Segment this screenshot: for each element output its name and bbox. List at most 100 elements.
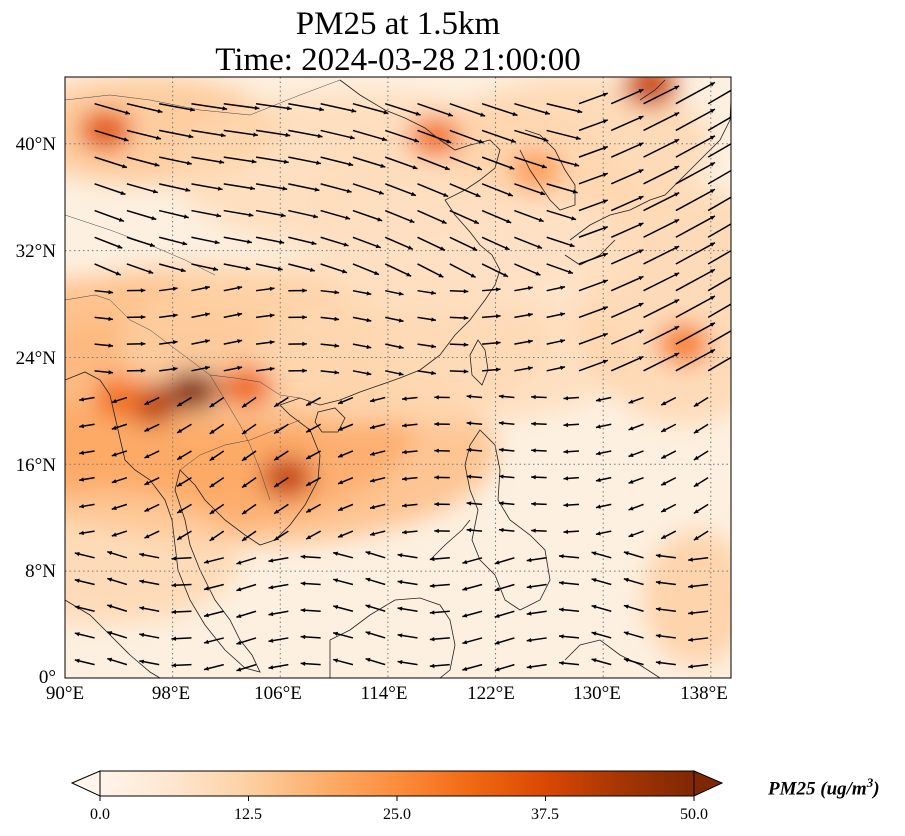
wind-vector-arrowhead [397, 660, 403, 665]
wind-vector-arrowhead [560, 339, 565, 344]
wind-vector-arrowhead [674, 272, 680, 277]
wind-vector-arrowhead [526, 611, 532, 616]
wind-vector-shaft [126, 129, 162, 140]
wind-vector-shaft [191, 129, 226, 137]
wind-vector-shaft [320, 209, 351, 220]
wind-vector-arrowhead [527, 366, 533, 371]
wind-vector-shaft [320, 236, 349, 247]
wind-vector-arrowhead [139, 659, 145, 664]
wind-vector-arrowhead [107, 577, 113, 582]
wind-vector-arrowhead [333, 551, 339, 556]
wind-vector-arrowhead [462, 640, 468, 645]
wind-vector-arrowhead [475, 192, 481, 197]
wind-vector-arrowhead [348, 162, 354, 167]
wind-vector-arrowhead [120, 190, 126, 195]
wind-vector-shaft [546, 263, 574, 275]
wind-vector-arrowhead [306, 481, 312, 486]
lon-tick-114e: 114°E [360, 683, 408, 704]
wind-vector-arrowhead [148, 269, 154, 274]
wind-vector-arrowhead [274, 402, 280, 407]
wind-vector-shaft [223, 209, 254, 217]
wind-vector-arrowhead [655, 660, 661, 665]
wind-vector-arrowhead [569, 242, 575, 248]
wind-vector-shaft [384, 183, 417, 197]
wind-vector-arrowhead [470, 273, 476, 278]
wind-vector-arrowhead [111, 532, 117, 537]
colorbar-tick-0: 0.0 [90, 806, 110, 823]
wind-vector-arrowhead [115, 271, 121, 276]
wind-vector-arrowhead [204, 586, 209, 591]
wind-vector-arrowhead [306, 454, 312, 459]
wind-vector-arrowhead [186, 160, 192, 166]
wind-vector-arrowhead [563, 476, 569, 481]
wind-vector-arrowhead [638, 329, 644, 334]
wind-vector-arrowhead [575, 135, 581, 141]
wind-vector-arrowhead [107, 604, 113, 609]
wind-vector-shaft [417, 103, 454, 117]
wind-vector-arrowhead [504, 245, 510, 250]
wind-vector-arrowhead [378, 190, 384, 195]
wind-vector-shaft [610, 195, 644, 212]
wind-vector-arrowhead [431, 344, 436, 349]
wind-vector-shaft [578, 332, 609, 345]
wind-vector-arrowhead [369, 451, 375, 456]
wind-vector-arrowhead [236, 640, 242, 645]
wind-vector-shaft [546, 183, 578, 194]
wind-vector-arrowhead [79, 530, 85, 536]
wind-vector-arrowhead [274, 536, 280, 541]
wind-vector-arrowhead [209, 536, 215, 541]
wind-vector-arrowhead [526, 557, 532, 563]
wind-vector-arrowhead [693, 402, 699, 407]
wind-vector-arrowhead [466, 447, 472, 453]
wind-vector-shaft [707, 89, 731, 105]
wind-vector-arrowhead [107, 550, 113, 556]
wind-vector-arrowhead [346, 188, 352, 194]
wind-vector-arrowhead [463, 369, 469, 374]
wind-vector-arrowhead [280, 213, 286, 218]
wind-vector-shaft [384, 263, 412, 277]
wind-vector-arrowhead [655, 553, 661, 558]
wind-vector-arrowhead [123, 137, 129, 142]
wind-vector-arrowhead [559, 634, 564, 639]
wind-vector-arrowhead [463, 342, 469, 347]
wind-vector-arrowhead [306, 428, 312, 433]
wind-vector-arrowhead [398, 371, 404, 376]
lat-tick-40n: 40°N [15, 134, 56, 155]
pm25-hotspot [79, 110, 132, 151]
wind-vector-shaft [255, 183, 288, 190]
wind-vector-arrowhead [495, 314, 501, 319]
wind-vector-arrowhead [472, 246, 478, 251]
wind-vector-arrowhead [302, 368, 307, 373]
wind-vector-shaft [578, 119, 609, 132]
wind-vector-arrowhead [241, 536, 247, 541]
wind-vector-arrowhead [462, 559, 468, 565]
wind-vector-shaft [191, 156, 225, 164]
wind-vector-arrowhead [274, 482, 280, 487]
wind-vector-arrowhead [172, 313, 178, 318]
wind-vector-shaft [643, 85, 680, 105]
wind-vector-arrowhead [79, 477, 85, 482]
pm25-hotspot [92, 377, 145, 418]
wind-vector-arrowhead [503, 272, 509, 277]
wind-vector-arrowhead [338, 426, 344, 431]
wind-vector-arrowhead [402, 503, 407, 508]
wind-vector-arrowhead [638, 116, 644, 120]
wind-vector-arrowhead [149, 242, 155, 247]
wind-vector-shaft [255, 263, 283, 271]
wind-vector-shaft [320, 129, 355, 140]
wind-vector-shaft [578, 92, 609, 105]
wind-vector-arrowhead [209, 402, 215, 408]
wind-vector-arrowhead [366, 317, 372, 323]
wind-vector-arrowhead [185, 187, 191, 192]
wind-vector-shaft [481, 102, 518, 117]
wind-vector-shaft [707, 196, 731, 212]
wind-vector-arrowhead [285, 132, 291, 138]
wind-vector-arrowhead [74, 578, 80, 583]
wind-vector-arrowhead [369, 424, 375, 430]
wind-vector-arrowhead [397, 633, 403, 638]
wind-vector-arrowhead [623, 631, 629, 636]
wind-vector-arrowhead [122, 164, 127, 169]
wind-vector-shaft [675, 81, 716, 105]
wind-vector-arrowhead [241, 509, 247, 515]
lon-tick-130e: 130°E [573, 683, 621, 704]
